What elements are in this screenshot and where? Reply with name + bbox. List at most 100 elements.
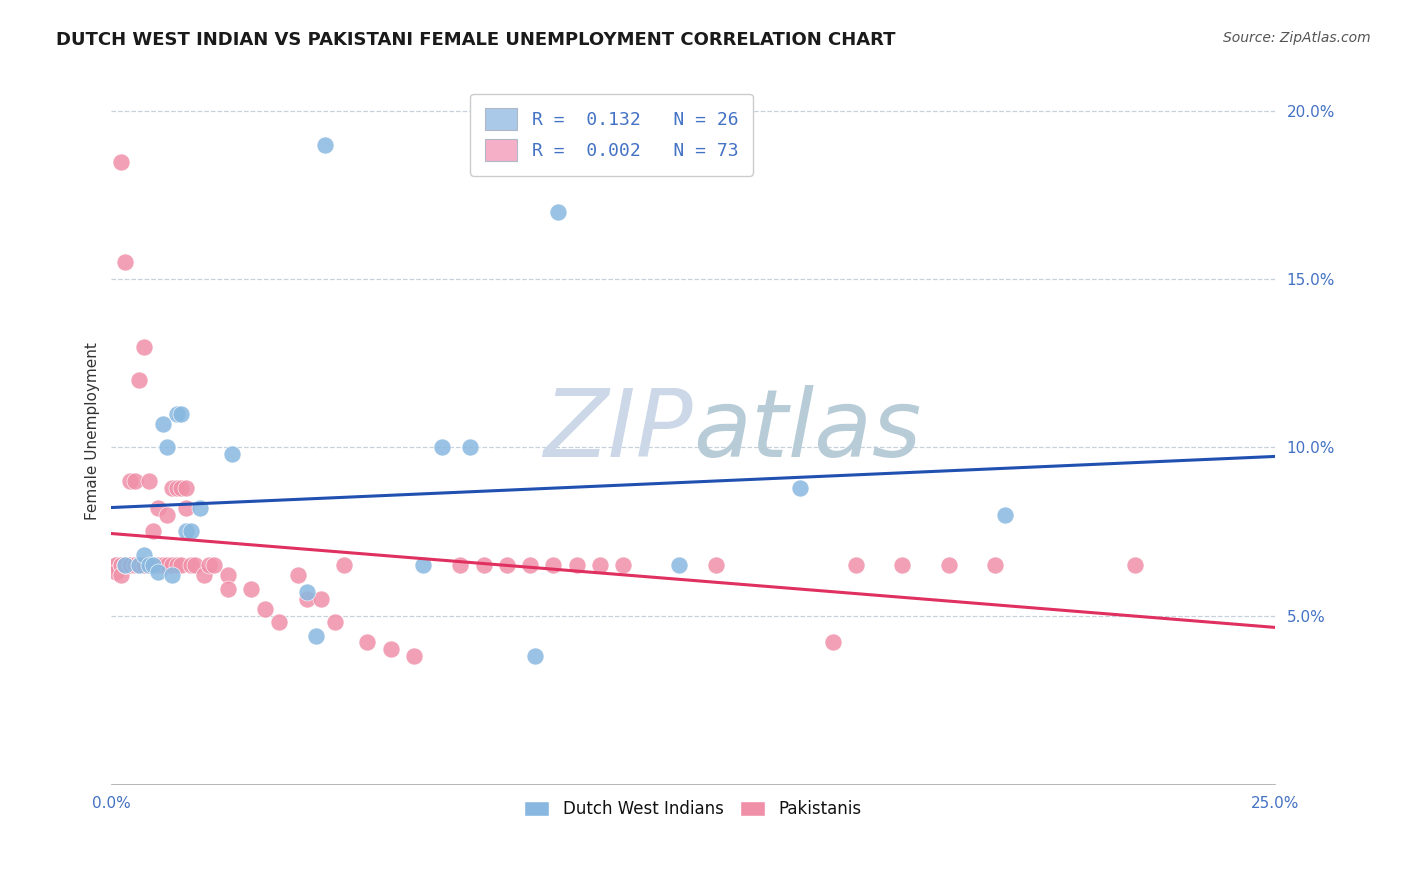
Point <box>128 373 150 387</box>
Point <box>132 558 155 573</box>
Point <box>402 648 425 663</box>
Point <box>110 568 132 582</box>
Legend: Dutch West Indians, Pakistanis: Dutch West Indians, Pakistanis <box>517 794 869 825</box>
Point <box>156 508 179 522</box>
Point <box>128 558 150 573</box>
Point <box>496 558 519 573</box>
Point <box>821 635 844 649</box>
Point <box>152 558 174 573</box>
Point <box>356 635 378 649</box>
Point <box>142 558 165 573</box>
Point <box>287 568 309 582</box>
Point <box>333 558 356 573</box>
Point <box>295 591 318 606</box>
Point <box>132 339 155 353</box>
Point <box>174 524 197 539</box>
Point <box>704 558 727 573</box>
Point <box>146 565 169 579</box>
Point <box>789 481 811 495</box>
Text: DUTCH WEST INDIAN VS PAKISTANI FEMALE UNEMPLOYMENT CORRELATION CHART: DUTCH WEST INDIAN VS PAKISTANI FEMALE UN… <box>56 31 896 49</box>
Point <box>221 447 243 461</box>
Point <box>118 474 141 488</box>
Point <box>132 558 155 573</box>
Point <box>217 568 239 582</box>
Point <box>565 558 588 573</box>
Text: atlas: atlas <box>693 385 921 476</box>
Point <box>146 500 169 515</box>
Point <box>267 615 290 630</box>
Point <box>110 154 132 169</box>
Point <box>142 558 165 573</box>
Point <box>449 558 471 573</box>
Point <box>188 500 211 515</box>
Point <box>124 474 146 488</box>
Point <box>380 642 402 657</box>
Point <box>984 558 1007 573</box>
Point <box>170 407 193 421</box>
Point <box>202 558 225 573</box>
Point <box>668 558 690 573</box>
Point <box>110 558 132 573</box>
Point <box>132 548 155 562</box>
Point <box>309 591 332 606</box>
Point <box>295 585 318 599</box>
Point <box>430 441 453 455</box>
Point <box>118 558 141 573</box>
Point <box>105 565 128 579</box>
Point <box>547 205 569 219</box>
Point <box>994 508 1017 522</box>
Point <box>523 648 546 663</box>
Point <box>156 441 179 455</box>
Point <box>323 615 346 630</box>
Point <box>166 481 188 495</box>
Point <box>160 481 183 495</box>
Point <box>589 558 612 573</box>
Point <box>314 137 336 152</box>
Text: Source: ZipAtlas.com: Source: ZipAtlas.com <box>1223 31 1371 45</box>
Point <box>114 255 136 269</box>
Point <box>166 407 188 421</box>
Point <box>152 417 174 431</box>
Point <box>166 558 188 573</box>
Point <box>142 524 165 539</box>
Point <box>891 558 914 573</box>
Point <box>1123 558 1146 573</box>
Point <box>305 629 328 643</box>
Point <box>118 558 141 573</box>
Point <box>179 558 201 573</box>
Point <box>174 500 197 515</box>
Point <box>612 558 634 573</box>
Point <box>170 558 193 573</box>
Point <box>114 558 136 573</box>
Point <box>114 558 136 573</box>
Point <box>138 558 160 573</box>
Point <box>105 558 128 573</box>
Point <box>543 558 565 573</box>
Point <box>193 568 215 582</box>
Point <box>412 558 434 573</box>
Y-axis label: Female Unemployment: Female Unemployment <box>86 342 100 519</box>
Point <box>146 558 169 573</box>
Point <box>198 558 221 573</box>
Point <box>156 558 179 573</box>
Point <box>938 558 960 573</box>
Point <box>128 558 150 573</box>
Point <box>114 558 136 573</box>
Point <box>118 558 141 573</box>
Point <box>138 558 160 573</box>
Point <box>138 474 160 488</box>
Point <box>170 481 193 495</box>
Point <box>160 558 183 573</box>
Point <box>184 558 207 573</box>
Point <box>174 481 197 495</box>
Point <box>519 558 541 573</box>
Point <box>253 602 276 616</box>
Point <box>458 441 481 455</box>
Point <box>124 558 146 573</box>
Point <box>179 524 201 539</box>
Point <box>845 558 868 573</box>
Point <box>110 558 132 573</box>
Point <box>217 582 239 596</box>
Point <box>472 558 495 573</box>
Point <box>240 582 263 596</box>
